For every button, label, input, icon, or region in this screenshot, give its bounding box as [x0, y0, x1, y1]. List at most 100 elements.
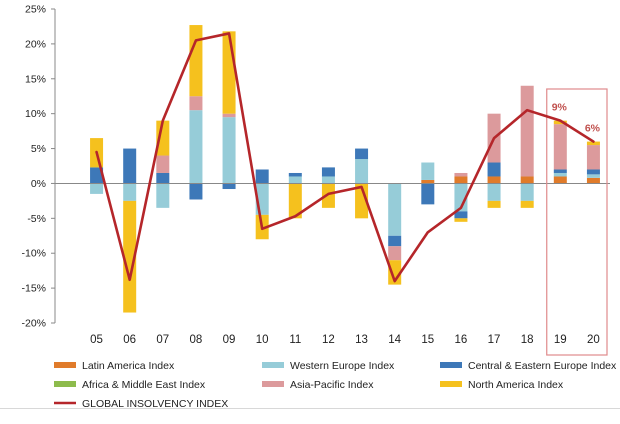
bar-segment-15-s0	[421, 179, 435, 184]
y-tick-label: -20%	[21, 318, 46, 330]
legend-label: Western Europe Index	[290, 360, 395, 372]
bar-segment-15-s2	[421, 183, 435, 205]
bar-segment-19-s0	[553, 176, 567, 184]
bar-segment-15-s1	[421, 162, 435, 180]
bar-segment-14-s1	[388, 183, 402, 236]
legend-label: GLOBAL INSOLVENCY INDEX	[82, 398, 228, 410]
y-tick-label: -15%	[21, 283, 46, 295]
bar-segment-16-s4	[454, 172, 468, 177]
bar-segment-20-s1	[586, 174, 600, 178]
bar-segment-16-s2	[454, 211, 468, 219]
legend-swatch	[262, 362, 284, 368]
bar-segment-16-s5	[454, 218, 468, 222]
bar-segment-08-s4	[189, 96, 203, 111]
bar-segment-13-s5	[355, 183, 369, 219]
x-tick-label: 20	[587, 334, 600, 346]
bar-segment-16-s0	[454, 176, 468, 184]
x-tick-label: 07	[156, 334, 169, 346]
x-tick-label: 12	[322, 334, 335, 346]
x-tick-label: 14	[388, 334, 401, 346]
bar-segment-16-s1	[454, 183, 468, 212]
bar-segment-13-s2	[355, 148, 369, 160]
bar-segment-17-s2	[487, 162, 501, 177]
x-tick-label: 11	[289, 334, 301, 346]
y-tick-label: 0%	[31, 178, 46, 190]
bar-segment-12-s1	[321, 176, 335, 184]
bar-segment-09-s5	[222, 31, 236, 114]
legend: Latin America Index Western Europe Index C…	[54, 360, 617, 410]
legend-label: Latin America Index	[82, 360, 175, 372]
bar-segment-20-s0	[586, 177, 600, 184]
bar-segment-17-s5	[487, 200, 501, 208]
y-tick-label: -5%	[27, 213, 46, 225]
y-tick-label: 10%	[25, 108, 46, 120]
bar-segment-19-s1	[553, 172, 567, 177]
x-tick-label: 19	[554, 334, 567, 346]
bar-segment-11-s2	[288, 172, 302, 177]
bar-segment-10-s2	[255, 169, 269, 184]
global-insolvency-line	[95, 32, 595, 283]
bar-segment-08-s5	[189, 25, 203, 97]
bar-segment-08-s1	[189, 110, 203, 184]
bar-segment-07-s4	[156, 155, 170, 173]
x-tick-label: 18	[521, 334, 534, 346]
bar-segment-18-s5	[520, 200, 534, 208]
x-tick-label: 08	[190, 334, 203, 346]
x-tick-label: 05	[90, 334, 103, 346]
bar-segment-19-s4	[553, 124, 567, 170]
bar-segment-18-s1	[520, 183, 534, 201]
legend-label: Africa & Middle East Index	[82, 379, 206, 391]
bar-segment-07-s1	[156, 183, 170, 208]
bars-layer	[90, 25, 600, 313]
bar-segment-17-s0	[487, 176, 501, 184]
axes-layer: -20% -15% -10% -5% 0% 5% 10% 15% 20% 25% 05 06 07 08 0…	[21, 4, 610, 356]
bar-segment-08-s2	[189, 183, 203, 200]
y-tick-label: 5%	[31, 143, 46, 155]
bar-segment-06-s2	[123, 148, 137, 184]
legend-swatch	[54, 362, 76, 368]
y-tick-label: 25%	[25, 4, 46, 16]
bar-segment-19-s2	[553, 169, 567, 173]
bar-segment-05-s2	[90, 167, 104, 184]
bottom-divider	[0, 408, 620, 409]
bar-segment-19-s5	[553, 120, 567, 125]
legend-label: Asia-Pacific Index	[290, 379, 374, 391]
bar-segment-12-s5	[321, 183, 335, 208]
bar-segment-18-s0	[520, 176, 534, 184]
x-tick-label: 09	[223, 334, 236, 346]
legend-label: North America Index	[468, 379, 564, 391]
legend-swatch	[440, 381, 462, 387]
annotation-label: 9%	[552, 102, 568, 114]
bar-segment-11-s5	[288, 183, 302, 219]
legend-swatch	[262, 381, 284, 387]
line-layer	[95, 32, 595, 283]
bar-segment-14-s4	[388, 246, 402, 261]
bar-segment-06-s1	[123, 183, 137, 201]
y-tick-label: -10%	[21, 248, 46, 260]
bar-segment-20-s5	[586, 141, 600, 146]
bar-segment-07-s5	[156, 120, 170, 156]
x-tick-label: 10	[256, 334, 269, 346]
bar-segment-09-s1	[222, 117, 236, 184]
bar-segment-06-s5	[123, 200, 137, 313]
x-tick-label: 13	[355, 334, 368, 346]
x-tick-label: 17	[488, 334, 501, 346]
legend-swatch	[54, 381, 76, 387]
y-tick-label: 15%	[25, 73, 46, 85]
bar-segment-05-s1	[90, 183, 104, 194]
bar-segment-07-s2	[156, 172, 170, 184]
bar-segment-09-s2	[222, 183, 236, 190]
forecast-box	[546, 88, 608, 356]
bar-segment-14-s2	[388, 235, 402, 247]
x-tick-label: 06	[123, 334, 136, 346]
bar-segment-20-s2	[586, 169, 600, 175]
bar-segment-11-s1	[288, 176, 302, 184]
bar-segment-12-s2	[321, 167, 335, 177]
annotation-layer: 9% 6%	[552, 102, 601, 135]
bar-segment-13-s1	[355, 159, 369, 184]
x-tick-label: 15	[421, 334, 434, 346]
legend-label: Central & Eastern Europe Index	[468, 360, 617, 372]
legend-swatch	[440, 362, 462, 368]
